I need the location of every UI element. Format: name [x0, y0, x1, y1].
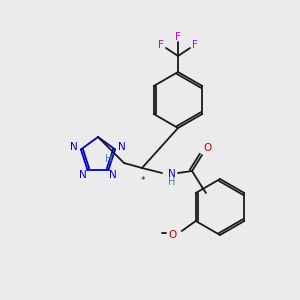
Text: H: H [168, 177, 176, 187]
Text: N: N [109, 170, 117, 180]
Text: N: N [70, 142, 78, 152]
Text: F: F [158, 40, 164, 50]
Text: F: F [175, 32, 181, 42]
Text: N: N [80, 170, 87, 180]
Text: N: N [168, 169, 176, 179]
Text: O: O [203, 143, 211, 153]
Text: H: H [105, 154, 113, 164]
Text: O: O [169, 230, 177, 240]
Text: F: F [192, 40, 198, 50]
Text: *: * [141, 176, 145, 184]
Text: N: N [118, 142, 126, 152]
